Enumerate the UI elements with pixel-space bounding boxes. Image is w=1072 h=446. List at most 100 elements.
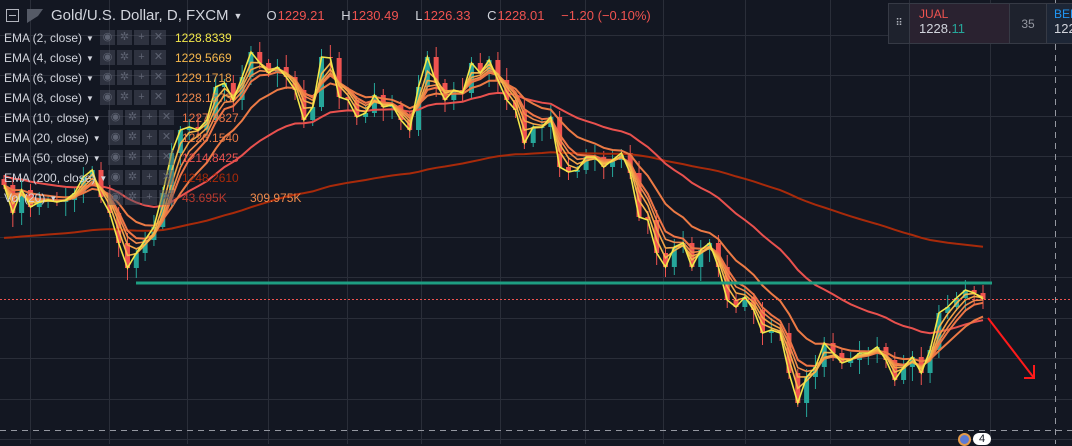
eye-icon[interactable]: ◉ — [100, 70, 115, 85]
candle-body — [486, 60, 492, 73]
candle — [451, 82, 457, 110]
plus-icon[interactable]: + — [142, 130, 157, 145]
sell-button[interactable]: JUAL 1228.11 — [910, 4, 1010, 43]
gear-icon[interactable]: ✲ — [125, 110, 140, 125]
chevron-down-icon[interactable]: ▼ — [233, 10, 243, 21]
plus-icon[interactable]: + — [134, 50, 149, 65]
eye-icon[interactable]: ◉ — [100, 90, 115, 105]
candle-body — [221, 83, 227, 87]
indicator-label[interactable]: EMA (10, close) — [4, 111, 89, 125]
candle-body — [363, 113, 369, 117]
candle-body — [477, 63, 483, 73]
plus-icon[interactable]: + — [134, 30, 149, 45]
chevron-down-icon[interactable]: ▼ — [86, 53, 94, 63]
chevron-down-icon[interactable]: ▼ — [49, 193, 58, 203]
gear-icon[interactable]: ✲ — [117, 50, 132, 65]
indicator-8[interactable]: Vol (20) ▼ — [4, 189, 57, 207]
indicator-3[interactable]: EMA (8, close) ▼ — [4, 89, 94, 107]
gear-icon[interactable]: ✲ — [125, 130, 140, 145]
indicator-6[interactable]: EMA (50, close) ▼ — [4, 149, 101, 167]
sell-price-main: 1228. — [919, 21, 952, 36]
gear-icon[interactable]: ✲ — [117, 70, 132, 85]
chevron-down-icon[interactable]: ▼ — [86, 33, 94, 43]
chevron-down-icon[interactable]: ▼ — [86, 73, 94, 83]
gear-icon[interactable]: ✲ — [117, 30, 132, 45]
indicator-label[interactable]: Vol (20) — [4, 191, 46, 205]
close-icon[interactable]: ✕ — [151, 70, 166, 85]
candle — [142, 232, 148, 261]
candle-body — [980, 293, 986, 299]
indicator-4[interactable]: EMA (10, close) ▼ — [4, 109, 101, 127]
candle-body — [804, 377, 810, 403]
close-icon[interactable]: ✕ — [159, 150, 174, 165]
indicator-label[interactable]: EMA (6, close) — [4, 71, 83, 85]
close-icon[interactable]: ✕ — [151, 90, 166, 105]
plus-icon[interactable]: + — [134, 70, 149, 85]
buy-label: BELI — [1054, 7, 1072, 21]
chevron-down-icon[interactable]: ▼ — [99, 173, 108, 183]
eye-icon[interactable]: ◉ — [108, 110, 123, 125]
eye-icon[interactable]: ◉ — [108, 150, 123, 165]
plus-icon[interactable]: + — [142, 110, 157, 125]
gear-icon[interactable]: ✲ — [125, 150, 140, 165]
indicator-7[interactable]: EMA (200, close) ▼ — [4, 169, 107, 187]
indicator-0[interactable]: EMA (2, close) ▼ — [4, 29, 94, 47]
candle-body — [416, 87, 422, 130]
indicator-2[interactable]: EMA (6, close) ▼ — [4, 69, 94, 87]
indicator-5[interactable]: EMA (20, close) ▼ — [4, 129, 101, 147]
arrow-drawing[interactable] — [987, 317, 1035, 379]
candle — [565, 157, 571, 180]
drag-handle-icon[interactable]: ⠿ — [889, 4, 910, 43]
indicator-label[interactable]: EMA (2, close) — [4, 31, 83, 45]
eye-icon[interactable]: ◉ — [100, 50, 115, 65]
gear-icon[interactable]: ✲ — [117, 90, 132, 105]
candle-body — [583, 157, 589, 170]
candle-body — [848, 360, 854, 363]
close-icon[interactable]: ✕ — [159, 130, 174, 145]
indicator-label[interactable]: EMA (200, close) — [4, 171, 96, 185]
open-key: O — [266, 8, 277, 23]
collapse-legend-icon[interactable] — [6, 9, 19, 22]
candle-body — [742, 297, 748, 307]
eye-icon[interactable]: ◉ — [100, 30, 115, 45]
close-icon[interactable]: ✕ — [159, 110, 174, 125]
chevron-down-icon[interactable]: ▼ — [92, 113, 101, 123]
eye-icon[interactable]: ◉ — [108, 170, 123, 185]
flag-icon[interactable] — [27, 8, 43, 23]
candle-body — [945, 307, 951, 313]
indicator-label[interactable]: EMA (4, close) — [4, 51, 83, 65]
sell-price-pips: 11 — [951, 21, 966, 36]
plus-icon[interactable]: + — [142, 150, 157, 165]
gear-icon[interactable]: ✲ — [125, 190, 140, 205]
close-icon[interactable]: ✕ — [151, 50, 166, 65]
high-key: H — [341, 8, 351, 23]
chevron-down-icon[interactable]: ▼ — [86, 93, 94, 103]
indicator-label[interactable]: EMA (50, close) — [4, 151, 89, 165]
indicator-buttons: ◉ ✲ + ✕ — [100, 70, 166, 85]
indicator-1[interactable]: EMA (4, close) ▼ — [4, 49, 94, 67]
candle — [36, 192, 42, 215]
indicator-value: 1228.8339 — [175, 31, 232, 45]
close-icon[interactable]: ✕ — [159, 170, 174, 185]
candle-body — [19, 190, 25, 213]
gear-icon[interactable]: ✲ — [125, 170, 140, 185]
candle-body — [371, 95, 377, 113]
indicator-value: 1226.1540 — [182, 131, 239, 145]
plus-icon[interactable]: + — [142, 170, 157, 185]
close-icon[interactable]: ✕ — [159, 190, 174, 205]
chevron-down-icon[interactable]: ▼ — [92, 133, 101, 143]
candle-body — [733, 300, 739, 307]
eye-icon[interactable]: ◉ — [108, 190, 123, 205]
eye-icon[interactable]: ◉ — [108, 130, 123, 145]
chevron-down-icon[interactable]: ▼ — [92, 153, 101, 163]
symbol-title[interactable]: Gold/U.S. Dollar, D, FXCM — [51, 7, 229, 24]
plus-icon[interactable]: + — [142, 190, 157, 205]
indicator-label[interactable]: EMA (20, close) — [4, 131, 89, 145]
candle — [698, 240, 704, 281]
candle-body — [310, 107, 316, 120]
indicator-label[interactable]: EMA (8, close) — [4, 91, 83, 105]
buy-button[interactable]: BELI 1228 — [1047, 4, 1072, 43]
close-icon[interactable]: ✕ — [151, 30, 166, 45]
plus-icon[interactable]: + — [134, 90, 149, 105]
